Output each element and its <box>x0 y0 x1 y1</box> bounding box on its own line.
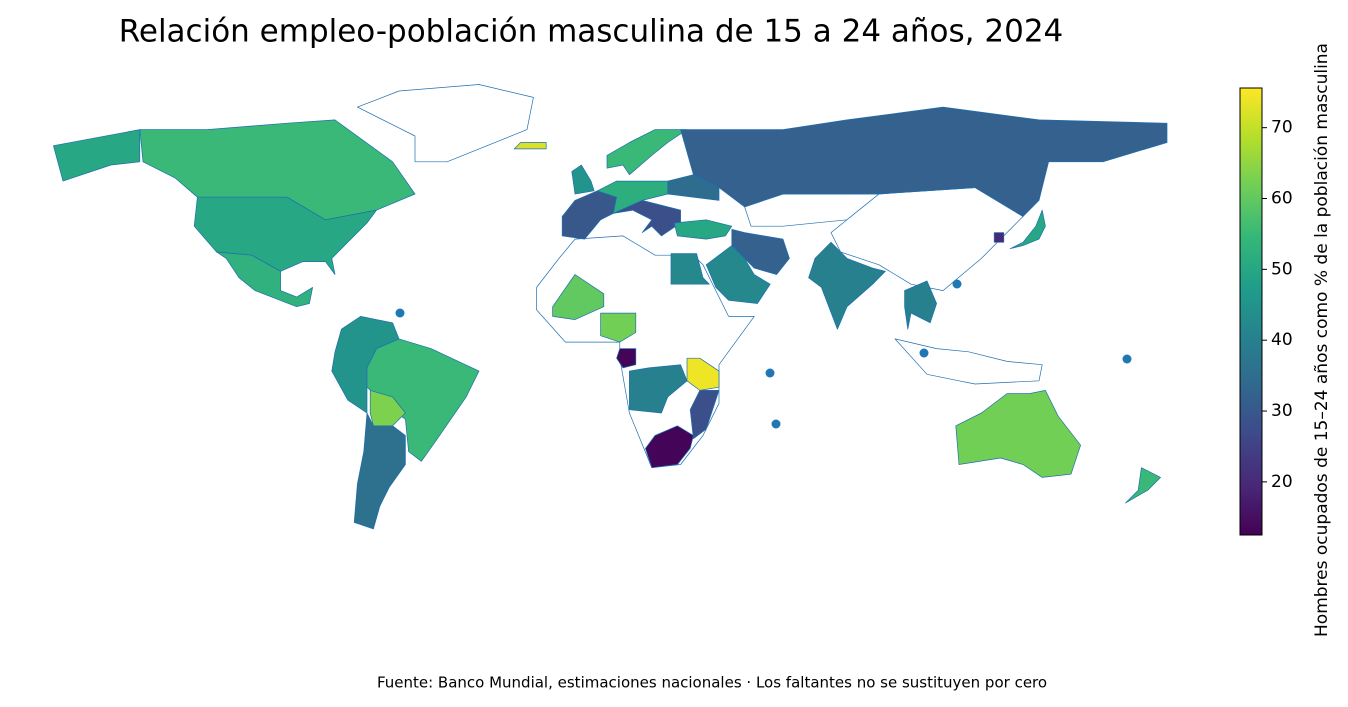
country <box>552 274 605 320</box>
country <box>680 106 1168 217</box>
country <box>571 164 595 195</box>
country <box>353 412 406 530</box>
colorbar-tick-label: 30 <box>1271 401 1293 421</box>
dot <box>771 419 781 429</box>
colorbar-label: Hombres ocupados de 15–24 años como % de… <box>1312 43 1332 637</box>
country <box>513 142 547 150</box>
dot <box>765 368 775 378</box>
colorbar-tick-label: 40 <box>1271 330 1293 350</box>
country <box>955 390 1081 478</box>
dot <box>952 279 962 289</box>
colorbar-tick-label: 20 <box>1271 472 1293 492</box>
colorbar-tick-label: 50 <box>1271 259 1293 279</box>
country <box>808 241 886 330</box>
country <box>993 232 1005 243</box>
colorbar-tick-label: 70 <box>1271 118 1293 138</box>
country-no-data <box>357 84 534 163</box>
country-no-data <box>894 338 1043 385</box>
map <box>53 84 1168 530</box>
country <box>53 129 141 182</box>
colorbar <box>1239 87 1263 536</box>
dot <box>1122 354 1132 364</box>
country <box>1009 209 1046 250</box>
country <box>673 219 733 240</box>
country <box>606 129 688 176</box>
country <box>600 312 637 343</box>
country <box>366 338 480 462</box>
country <box>705 245 771 304</box>
country <box>670 253 710 285</box>
country <box>629 364 688 414</box>
country <box>645 425 694 469</box>
colorbar-tick-label: 60 <box>1271 189 1293 209</box>
country <box>597 180 669 214</box>
country <box>616 348 637 369</box>
country <box>904 280 937 330</box>
dot <box>395 308 405 318</box>
small-territories <box>395 279 1132 429</box>
source-note: Fuente: Banco Mundial, estimaciones naci… <box>377 674 1047 692</box>
country <box>689 390 720 440</box>
country <box>561 190 617 240</box>
country <box>216 251 313 308</box>
dot <box>919 348 929 358</box>
chart-title: Relación empleo-población masculina de 1… <box>119 14 1064 50</box>
country <box>1125 467 1161 504</box>
country <box>613 200 681 237</box>
